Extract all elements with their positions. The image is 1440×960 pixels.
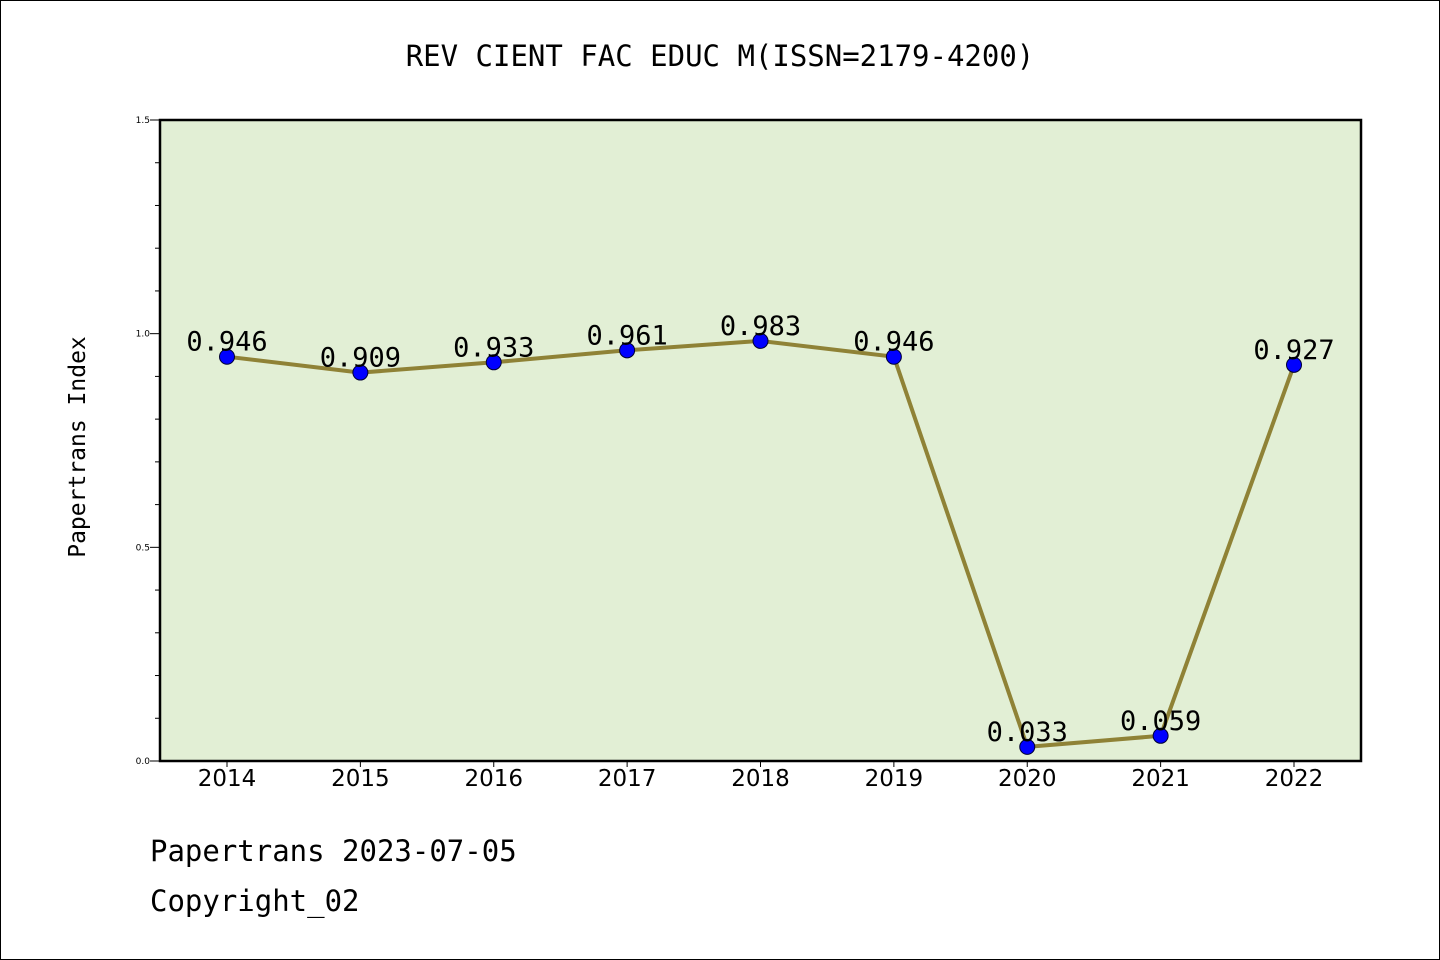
data-point: [885, 348, 902, 365]
x-tick-label: 2020: [998, 766, 1057, 792]
data-label: 0.909: [320, 343, 401, 374]
data-label: 0.059: [1120, 706, 1201, 737]
data-label: 0.033: [987, 717, 1068, 748]
x-axis: 2014 2015 2016 2017 2018 2019 2020 2021 2022: [198, 761, 1324, 792]
data-label: 0.946: [186, 327, 267, 358]
data-label: 0.946: [853, 327, 934, 358]
data-point: [352, 364, 369, 381]
data-point: [219, 348, 235, 365]
data-point: [1019, 738, 1036, 755]
footer-date: Papertrans 2023-07-05: [150, 834, 517, 868]
y-axis-label: Papertrans Index: [65, 336, 91, 558]
x-tick-label: 2022: [1265, 766, 1324, 792]
data-point: [1152, 727, 1169, 744]
data-point: [1286, 356, 1302, 373]
data-label: 0.927: [1253, 335, 1334, 366]
data-label: 0.961: [586, 320, 667, 351]
data-labels: 0.946 0.909 0.933 0.961 0.983 0.946 0.033 0.059…: [186, 311, 1334, 748]
data-point: [485, 354, 502, 371]
chart-title: REV CIENT FAC EDUC M(ISSN=2179-4200): [406, 39, 1035, 73]
data-label: 0.933: [453, 332, 534, 363]
x-tick-label: 2016: [464, 766, 523, 792]
y-tick-label: 1.0: [136, 330, 151, 340]
x-tick-label: 2015: [331, 766, 390, 792]
series-markers: [219, 332, 1302, 755]
x-tick-label: 2019: [865, 766, 924, 792]
y-tick-label: 1.5: [136, 116, 150, 126]
y-tick-label: 0.5: [136, 543, 150, 553]
x-tick-label: 2018: [731, 766, 790, 792]
x-tick-label: 2017: [598, 766, 657, 792]
data-point: [752, 332, 769, 349]
data-label: 0.983: [720, 311, 801, 342]
data-point: [619, 342, 636, 359]
footer-copyright: Copyright_02: [150, 884, 360, 918]
y-tick-label: 0.0: [136, 757, 151, 767]
plot-area: [158, 118, 1363, 763]
y-axis: 0.0 0.5 1.0 1.5: [136, 116, 160, 767]
x-tick-label: 2021: [1131, 766, 1190, 792]
x-tick-label: 2014: [198, 766, 257, 792]
